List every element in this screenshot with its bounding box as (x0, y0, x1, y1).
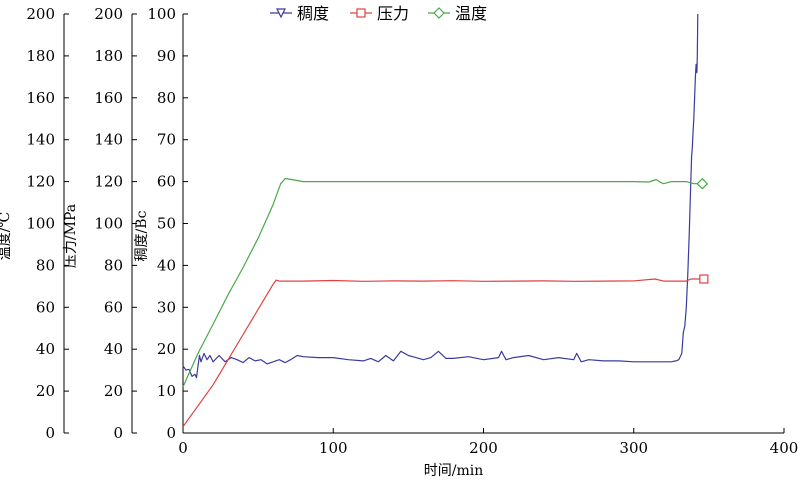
consistency-tick-label: 90 (157, 47, 176, 65)
series-line-pressure (182, 278, 700, 428)
pressure-tick-label: 20 (104, 382, 123, 400)
consistency-tick-label: 40 (157, 256, 176, 274)
legend-marker-pressure (356, 8, 366, 18)
consistency-tick-label: 70 (157, 131, 176, 149)
pressure-tick-label: 140 (94, 131, 123, 149)
x-tick-label: 400 (770, 439, 799, 457)
pressure-tick-label: 160 (94, 89, 123, 107)
series-line-consistency (182, 13, 699, 379)
temperature-tick-label: 20 (36, 382, 55, 400)
pressure-tick-label: 100 (94, 215, 123, 233)
pressure-tick-label: 80 (104, 256, 123, 274)
consistency-tick-label: 30 (157, 298, 176, 316)
temperature-tick-label: 100 (26, 215, 55, 233)
pressure-axis-title: 压力/MPa (63, 204, 79, 268)
consistency-tick-label: 20 (157, 340, 176, 358)
pressure-tick-label: 180 (94, 47, 123, 65)
x-tick-label: 0 (178, 439, 188, 457)
legend-label-temperature: 温度 (455, 4, 487, 23)
legend-label-consistency: 稠度 (297, 4, 329, 23)
temperature-tick-label: 60 (36, 298, 55, 316)
consistency-tick-label: 50 (157, 215, 176, 233)
consistency-axis-title: 稠度/Bc (134, 210, 150, 261)
x-tick-label: 300 (619, 439, 648, 457)
legend-marker-consistency (276, 8, 286, 19)
temperature-tick-label: 160 (26, 89, 55, 107)
temperature-tick-label: 180 (26, 47, 55, 65)
temperature-tick-label: 140 (26, 131, 55, 149)
series-end-marker-pressure (699, 274, 709, 284)
series-line-temperature (182, 177, 699, 388)
series-end-marker-temperature (696, 177, 709, 190)
x-tick-label: 200 (469, 439, 498, 457)
legend-label-pressure: 压力 (377, 4, 409, 23)
temperature-tick-label: 80 (36, 256, 55, 274)
temperature-tick-label: 120 (26, 173, 55, 191)
temperature-tick-label: 0 (45, 424, 55, 442)
pressure-tick-label: 40 (104, 340, 123, 358)
pressure-tick-label: 120 (94, 173, 123, 191)
x-axis-title: 时间/min (424, 463, 484, 479)
temperature-axis-title: 温度/℃ (0, 212, 13, 260)
consistency-tick-label: 10 (157, 382, 176, 400)
temperature-tick-label: 200 (26, 5, 55, 23)
consistency-tick-label: 60 (157, 173, 176, 191)
pressure-tick-label: 0 (113, 424, 123, 442)
plot-area (182, 13, 709, 428)
legend: 稠度 压力 温度 (270, 4, 487, 23)
pressure-tick-label: 60 (104, 298, 123, 316)
axes: 0 100 200 300 400时间/min020406080100120140160… (0, 5, 798, 479)
pressure-tick-label: 200 (94, 5, 123, 23)
consistency-tick-label: 100 (147, 5, 176, 23)
consistency-tick-label: 80 (157, 89, 176, 107)
x-tick-label: 100 (319, 439, 348, 457)
consistency-tick-label: 0 (166, 424, 176, 442)
temperature-tick-label: 40 (36, 340, 55, 358)
legend-marker-temperature (433, 7, 445, 19)
